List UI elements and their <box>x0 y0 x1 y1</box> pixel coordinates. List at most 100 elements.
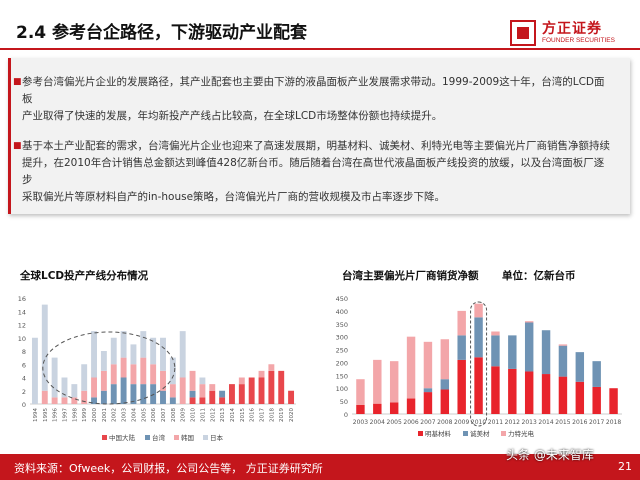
bar-segment <box>373 403 382 414</box>
bar-segment <box>248 377 255 404</box>
y-tick-label: 12 <box>18 322 26 330</box>
bar-segment <box>592 361 601 387</box>
bar-segment <box>423 388 433 393</box>
bar-segment <box>160 390 166 404</box>
x-tick-label: 2001 <box>102 408 108 422</box>
bar-segment <box>110 337 117 365</box>
page-number: 21 <box>618 460 632 473</box>
y-tick-label: 400 <box>336 308 348 316</box>
legend-swatch <box>174 435 179 440</box>
legend-swatch <box>501 431 506 436</box>
bar-segment <box>120 331 127 358</box>
left-chart-title: 全球LCD投产产线分布情况 <box>20 270 149 282</box>
legend-label: 力特光电 <box>508 429 535 438</box>
bullet-icon: ■ <box>13 77 22 87</box>
bar-segment <box>91 397 97 404</box>
y-tick-label: 8 <box>22 348 26 356</box>
bar-segment <box>189 390 196 398</box>
x-tick-label: 2002 <box>112 408 118 422</box>
bar-segment <box>474 317 483 358</box>
y-tick-label: 2 <box>22 388 26 396</box>
x-tick-label: 2016 <box>250 408 256 422</box>
bar-segment <box>169 357 176 385</box>
bar-segment <box>61 397 68 404</box>
bar-segment <box>130 384 137 404</box>
bar-segment <box>491 331 500 336</box>
x-tick-label: 2016 <box>572 419 587 426</box>
x-tick-label: 2009 <box>454 419 469 426</box>
bar-segment <box>71 397 78 404</box>
logo-name-en: FOUNDER SECURITIES <box>542 37 615 44</box>
highlight-ellipse <box>42 331 176 405</box>
right-chart-title: 台湾主要偏光片厂商销货净额 <box>342 270 479 282</box>
watermark: 头条 @未来智库 <box>506 448 594 462</box>
bar-segment <box>179 377 186 404</box>
bar-segment <box>491 366 500 414</box>
x-tick-label: 2010 <box>191 408 197 422</box>
x-tick-label: 2000 <box>92 408 98 422</box>
bar-segment <box>440 379 450 390</box>
bar-segment <box>219 390 226 398</box>
bar-segment <box>238 377 245 385</box>
bar-segment <box>423 392 433 414</box>
legend-swatch <box>145 435 150 440</box>
x-tick-label: 2018 <box>606 419 621 426</box>
bar-segment <box>440 389 450 414</box>
bar-segment <box>61 377 68 398</box>
bar-segment <box>508 368 517 414</box>
highlight-2010 <box>470 301 488 427</box>
bar-segment <box>169 397 176 404</box>
x-tick-label: 1998 <box>72 408 78 422</box>
x-tick-label: 1994 <box>33 408 39 422</box>
y-tick-label: 6 <box>22 361 26 369</box>
x-tick-label: 2005 <box>141 408 147 422</box>
bar-segment <box>268 364 275 371</box>
bar-segment <box>209 390 216 404</box>
bar-segment <box>189 397 196 404</box>
bar-segment <box>169 384 176 398</box>
bar-segment <box>258 377 265 404</box>
bar-segment <box>457 335 466 360</box>
x-tick-label: 2012 <box>505 419 520 426</box>
bar-segment <box>406 336 416 399</box>
x-tick-label: 1996 <box>53 408 59 422</box>
legend-swatch <box>203 435 208 440</box>
bar-segment <box>100 370 107 391</box>
x-tick-label: 2020 <box>289 408 295 422</box>
footer-bar: 资料来源：Ofweek，公司财报，公司公告等， 方正证券研究所 21 <box>0 454 640 480</box>
x-tick-label: 2006 <box>403 419 418 426</box>
bar-segment <box>199 384 206 398</box>
bar-segment <box>524 371 534 414</box>
bar-segment <box>150 384 157 404</box>
bar-segment <box>406 398 416 414</box>
paragraph-line: 采取偏光片等原材料自产的in-house策略，台湾偏光片厂商的营收规模及市占率逐… <box>22 191 446 203</box>
paragraph-line: 基于本土产业配套的需求，台湾偏光片企业也迎来了高速发展期，明基材料、诚美材、利特… <box>22 140 610 152</box>
bar-segment <box>558 344 568 346</box>
bar-segment <box>524 321 534 323</box>
x-tick-label: 2012 <box>210 408 216 422</box>
bar-segment <box>258 370 265 378</box>
paragraph-line: 参考台湾偏光片企业的发展路径，其产业配套也主要由下游的液晶面板产业发展需求带动。… <box>22 76 605 105</box>
x-tick-label: 2019 <box>279 408 285 422</box>
y-tick-label: 10 <box>18 335 26 343</box>
bar-segment <box>140 357 147 385</box>
bar-segment <box>491 335 500 367</box>
bar-segment <box>71 384 78 398</box>
bar-segment <box>558 345 568 377</box>
bar-segment <box>373 359 382 404</box>
legend-swatch <box>463 431 468 436</box>
bar-segment <box>558 376 568 414</box>
bar-segment <box>389 402 399 414</box>
source-note: 资料来源：Ofweek，公司财报，公司公告等， 方正证券研究所 <box>14 462 323 475</box>
summary-paragraph-2: ■ 基于本土产业配套的需求，台湾偏光片企业也迎来了高速发展期，明基材料、诚美材、… <box>13 138 612 206</box>
legend-label: 韩国 <box>181 433 194 442</box>
paragraph-line: 产业取得了快速的发展，年均新投产产线占比较高，在全球LCD市场整体份额也持续提升… <box>22 110 443 122</box>
x-tick-label: 2018 <box>269 408 275 422</box>
legend-swatch <box>418 431 423 436</box>
legend-label: 中国大陆 <box>109 433 136 442</box>
bar-segment <box>130 344 137 365</box>
x-tick-label: 2009 <box>181 408 187 422</box>
y-tick-label: 150 <box>336 372 348 380</box>
bar-segment <box>238 384 245 404</box>
